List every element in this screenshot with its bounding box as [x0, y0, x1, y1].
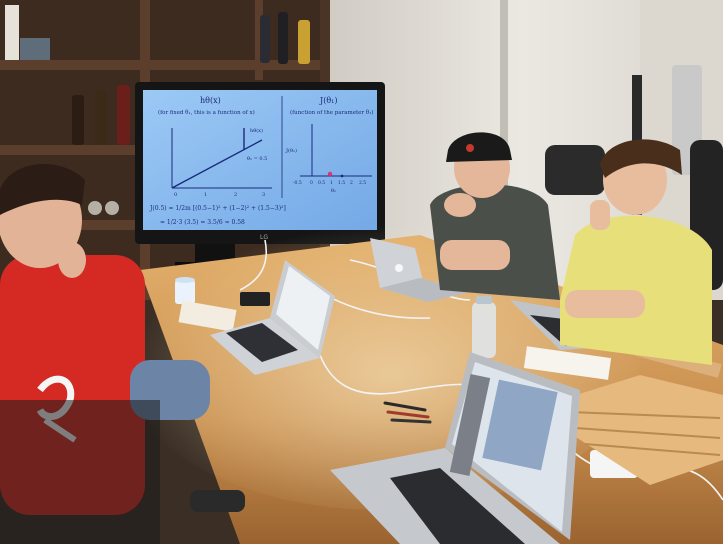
phone [240, 292, 270, 306]
laptop-foreground [330, 352, 580, 544]
svg-text:0: 0 [310, 180, 313, 186]
svg-text:0.5: 0.5 [318, 180, 325, 186]
person-cap [430, 132, 560, 300]
svg-text:1.5: 1.5 [338, 180, 345, 186]
right-x-ticks: -0.5 0 0.5 1 1.5 2 2.5 [293, 180, 366, 186]
left-line-label: hθ(x) [250, 127, 263, 134]
paper-sheet [523, 346, 612, 380]
svg-text:2.5: 2.5 [359, 180, 366, 186]
person-yellow-shirt [560, 139, 712, 365]
right-plot-title: J(θ₁) [319, 96, 337, 105]
svg-text:-0.5: -0.5 [293, 180, 302, 186]
svg-text:1: 1 [204, 192, 207, 198]
pens [383, 401, 432, 424]
left-theta-label: θ₁ = 0.5 [247, 156, 267, 162]
cup-left [175, 277, 195, 304]
formula-line-1: J(0.5) = 1/2m [(0.5−1)² + (1−2)² + (1.5−… [149, 205, 286, 212]
left-plot-title: hθ(x) [200, 96, 221, 105]
laptop-center [210, 260, 335, 375]
hypothesis-line [171, 139, 263, 189]
cost-point [327, 171, 333, 177]
left-x-ticks: 0 1 2 3 [174, 192, 265, 198]
svg-text:1: 1 [330, 180, 333, 186]
laptop-back [370, 238, 470, 302]
formula-line-2: = 1/2·3 (3.5) = 3.5/6 ≈ 0.58 [160, 219, 245, 226]
svg-text:3: 3 [262, 192, 265, 198]
right-y-label: J(θ₁) [285, 147, 297, 154]
water-bottle [472, 296, 496, 358]
svg-text:2: 2 [234, 192, 237, 198]
right-plot-subtitle: (function of the parameter θ₁) [290, 109, 373, 116]
person-red-hoodie [0, 163, 245, 544]
notepad [178, 300, 237, 332]
right-x-label: θ₁ [331, 188, 336, 194]
tv-screen [143, 90, 377, 230]
svg-text:2: 2 [350, 180, 353, 186]
svg-text:0: 0 [174, 192, 177, 198]
left-plot-subtitle: (for fixed θ₁, this is a function of x) [158, 109, 255, 116]
